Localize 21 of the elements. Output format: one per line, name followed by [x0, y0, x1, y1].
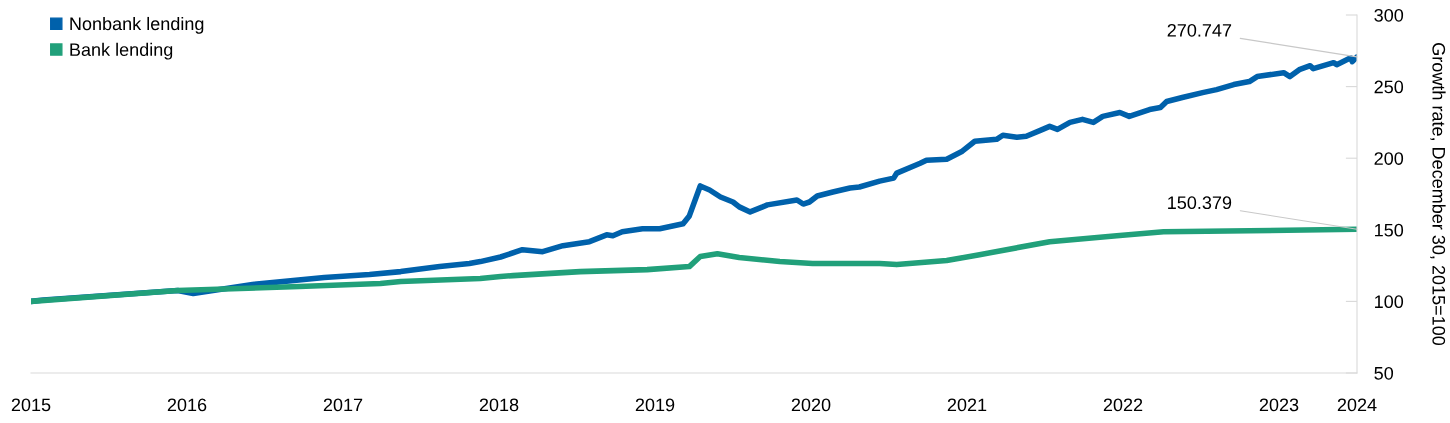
y2-axis-title: Growth rate, December 30, 2015=100	[1430, 43, 1446, 346]
x-tick-label: 2024	[1337, 398, 1377, 412]
legend-label: Nonbank lending	[70, 16, 204, 34]
y-tick-label: 300	[1374, 8, 1404, 22]
y-tick-label: 250	[1374, 80, 1404, 94]
x-tick-label: 2017	[323, 398, 363, 412]
x-tick-label: 2018	[479, 398, 519, 412]
annotation: 150.379	[1168, 196, 1232, 210]
x-tick-label: 2022	[1103, 398, 1143, 412]
y-tick-label: 150	[1375, 223, 1404, 237]
y-tick-label: 100	[1375, 295, 1404, 309]
annotation: 270.747	[1167, 23, 1232, 37]
x-tick-label: 2019	[635, 398, 675, 412]
x-tick-label: 2020	[791, 398, 831, 412]
y-tick-label: 200	[1374, 152, 1404, 165]
x-tick-label: 2015	[11, 398, 51, 412]
x-tick-label: 2016	[167, 398, 207, 412]
legend-label: Bank lending	[70, 42, 173, 60]
x-tick-label: 2023	[1259, 398, 1299, 412]
y-tick-label: 50	[1374, 366, 1394, 380]
x-tick-label: 2021	[947, 398, 987, 412]
